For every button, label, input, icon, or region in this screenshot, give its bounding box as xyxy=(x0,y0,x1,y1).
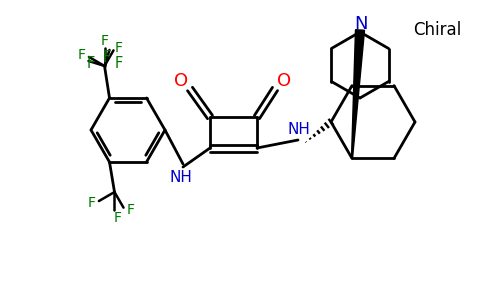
Text: F: F xyxy=(88,196,96,210)
Text: O: O xyxy=(277,72,291,90)
Polygon shape xyxy=(351,30,364,158)
Text: F: F xyxy=(86,56,95,71)
Text: O: O xyxy=(174,72,188,90)
Text: F: F xyxy=(103,50,111,65)
Text: Chiral: Chiral xyxy=(413,21,461,39)
Text: F: F xyxy=(114,56,122,71)
Text: F: F xyxy=(126,202,135,217)
Text: NH: NH xyxy=(287,122,310,136)
Text: F: F xyxy=(115,41,122,56)
Text: F: F xyxy=(78,48,86,62)
Text: NH: NH xyxy=(169,170,193,185)
Text: N: N xyxy=(354,15,368,33)
Text: F: F xyxy=(101,34,108,48)
Text: F: F xyxy=(114,211,121,225)
